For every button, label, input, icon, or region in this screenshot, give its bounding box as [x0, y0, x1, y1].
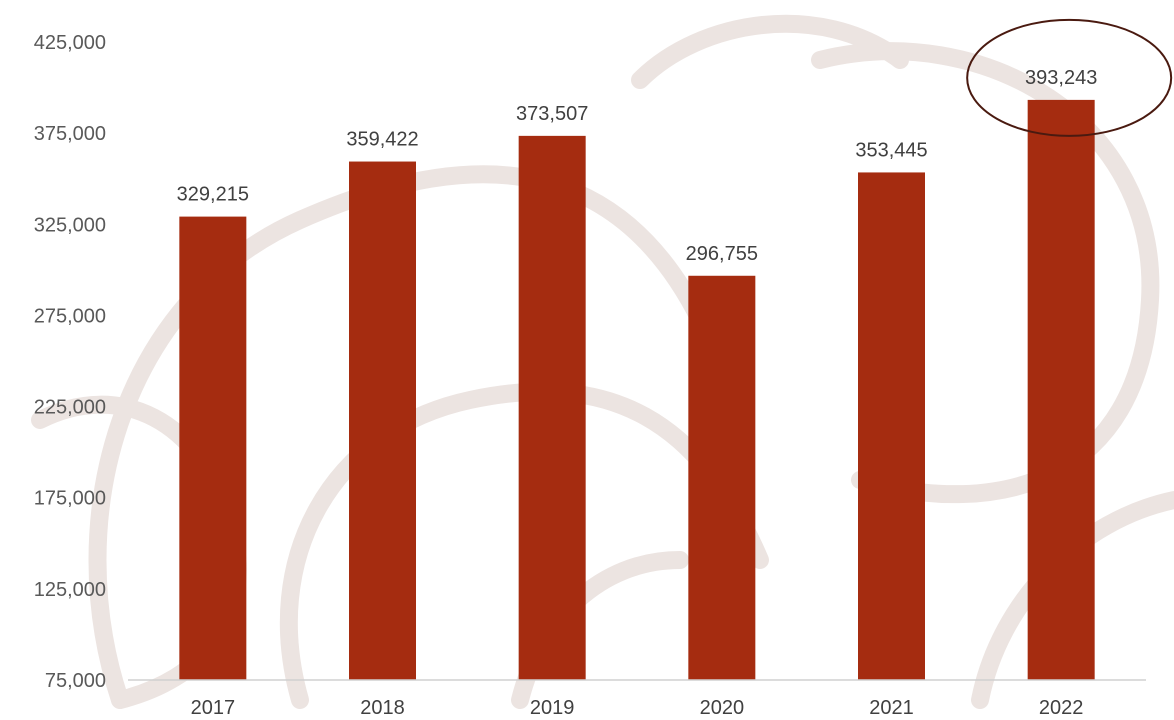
data-label-2020: 296,755 [686, 243, 758, 265]
data-label-2021: 353,445 [855, 139, 927, 161]
y-tick-label: 175,000 [34, 488, 106, 510]
x-axis: 2017 2018 2019 2020 2021 2022 [128, 679, 1146, 719]
data-label-2017: 329,215 [177, 184, 249, 206]
bar-2017 [179, 216, 247, 681]
data-label-2019: 373,507 [516, 103, 588, 125]
x-tick-label: 2020 [700, 697, 745, 719]
bar-2018 [349, 161, 416, 681]
y-axis: 75,000 125,000 175,000 225,000 275,000 325,00… [34, 32, 106, 692]
y-tick-label: 75,000 [45, 670, 106, 692]
y-tick-label: 375,000 [34, 123, 106, 145]
y-tick-label: 325,000 [34, 214, 106, 236]
highlight-ellipse [966, 18, 1173, 137]
x-tick-label: 2022 [1039, 697, 1084, 719]
x-tick-label: 2019 [530, 697, 575, 719]
bar-2019 [518, 135, 586, 680]
y-tick-label: 275,000 [34, 305, 106, 327]
x-tick-label: 2021 [869, 697, 914, 719]
watermark-swirl [88, 165, 709, 709]
data-label-2018: 359,422 [346, 129, 418, 151]
bar-2022 [1027, 99, 1095, 680]
highlight [966, 18, 1173, 137]
bar-2021 [858, 172, 925, 680]
data-labels: 329,215 359,422 373,507 296,755 353,445 393,2… [177, 67, 1098, 265]
x-tick-label: 2018 [360, 697, 405, 719]
bars [179, 99, 1095, 681]
data-label-2022: 393,243 [1025, 67, 1097, 89]
y-tick-label: 125,000 [34, 579, 106, 601]
watermark-swirl [811, 42, 1160, 504]
y-tick-label: 425,000 [34, 32, 106, 54]
x-tick-label: 2017 [191, 697, 236, 719]
bar-2020 [688, 275, 756, 680]
y-tick-label: 225,000 [34, 397, 106, 419]
watermark-swirl [631, 14, 909, 89]
